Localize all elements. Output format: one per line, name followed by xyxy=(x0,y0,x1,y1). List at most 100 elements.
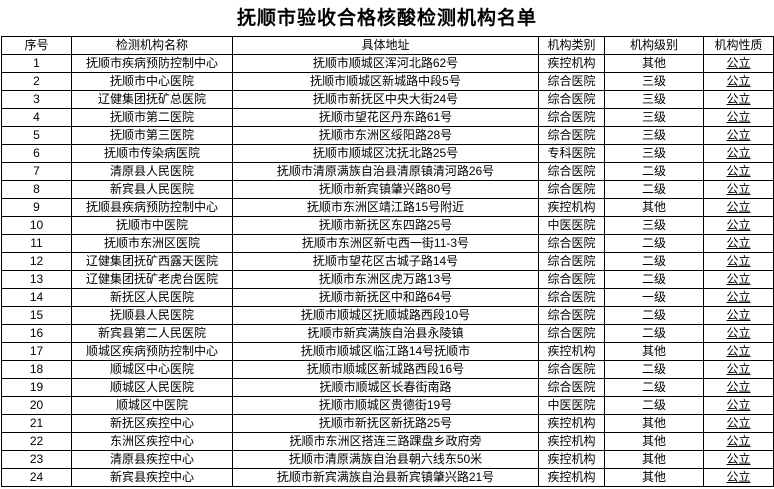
table-cell: 抚顺市望花区丹东路61号 xyxy=(232,108,539,127)
table-cell: 二级 xyxy=(604,234,704,253)
table-cell: 抚顺市第三医院 xyxy=(71,126,233,145)
table-cell: 综合医院 xyxy=(538,90,605,109)
table-cell: 公立 xyxy=(703,270,774,289)
table-cell: 三级 xyxy=(604,144,704,163)
column-header: 机构级别 xyxy=(604,36,704,55)
table-cell: 抚顺市东洲区靖江路15号附近 xyxy=(232,198,539,217)
table-row: 10 抚顺市中医院 抚顺市新抚区东四路25号 中医医院 三级 公立 xyxy=(1,216,774,235)
table-row: 18 顺城区中心医院 抚顺市顺城区新城路西段16号 综合医院 二级 公立 xyxy=(1,360,774,379)
table-cell: 公立 xyxy=(703,378,774,397)
table-cell: 2 xyxy=(1,72,72,91)
table-cell: 抚顺市新抚区东四路25号 xyxy=(232,216,539,235)
table-cell: 抚顺市东洲区绥阳路28号 xyxy=(232,126,539,145)
table-cell: 一级 xyxy=(604,288,704,307)
table-cell: 综合医院 xyxy=(538,252,605,271)
table-cell: 三级 xyxy=(604,126,704,145)
table-cell: 公立 xyxy=(703,162,774,181)
table-cell: 抚顺市清原满族自治县朝六线东50米 xyxy=(232,450,539,469)
table-row: 22 东洲区疾控中心 抚顺市东洲区搭连三路踝盘乡政府旁 疾控机构 其他 公立 xyxy=(1,432,774,451)
table-cell: 公立 xyxy=(703,360,774,379)
table-cell: 疾控机构 xyxy=(538,414,605,433)
table-cell: 公立 xyxy=(703,216,774,235)
table-cell: 12 xyxy=(1,252,72,271)
column-header: 序号 xyxy=(1,36,72,55)
table-row: 3 辽健集团抚矿总医院 抚顺市新抚区中央大街24号 综合医院 三级 公立 xyxy=(1,90,774,109)
table-cell: 抚顺市东洲区新屯西一街11-3号 xyxy=(232,234,539,253)
table-cell: 其他 xyxy=(604,450,704,469)
table-cell: 新抚区人民医院 xyxy=(71,288,233,307)
table-row: 1 抚顺市疾病预防控制中心 抚顺市顺城区浑河北路62号 疾控机构 其他 公立 xyxy=(1,54,774,73)
table-row: 13 辽健集团抚矿老虎台医院 抚顺市东洲区虎万路13号 综合医院 二级 公立 xyxy=(1,270,774,289)
table-cell: 公立 xyxy=(703,450,774,469)
table-cell: 辽健集团抚矿西露天医院 xyxy=(71,252,233,271)
table-cell: 18 xyxy=(1,360,72,379)
table-cell: 三级 xyxy=(604,216,704,235)
table-row: 19 顺城区人民医院 抚顺市顺城区长春街南路 综合医院 二级 公立 xyxy=(1,378,774,397)
table-cell: 顺城区中医院 xyxy=(71,396,233,415)
institutions-table: 序号 检测机构名称 具体地址 机构类别 机构级别 机构性质 1 抚顺市疾病预防控制中心 抚顺市… xyxy=(1,36,774,487)
table-cell: 二级 xyxy=(604,162,704,181)
table-cell: 22 xyxy=(1,432,72,451)
table-cell: 公立 xyxy=(703,108,774,127)
table-cell: 综合医院 xyxy=(538,180,605,199)
table-cell: 抚顺市第二医院 xyxy=(71,108,233,127)
table-cell: 20 xyxy=(1,396,72,415)
table-cell: 其他 xyxy=(604,342,704,361)
table-cell: 综合医院 xyxy=(538,324,605,343)
table-row: 6 抚顺市传染病医院 抚顺市顺城区沈抚北路25号 专科医院 三级 公立 xyxy=(1,144,774,163)
table-cell: 抚顺市东洲区搭连三路踝盘乡政府旁 xyxy=(232,432,539,451)
table-row: 7 清原县人民医院 抚顺市清原满族自治县清原镇清河路26号 综合医院 二级 公立 xyxy=(1,162,774,181)
table-cell: 其他 xyxy=(604,54,704,73)
table-row: 12 辽健集团抚矿西露天医院 抚顺市望花区古城子路14号 综合医院 二级 公立 xyxy=(1,252,774,271)
table-cell: 公立 xyxy=(703,396,774,415)
table-cell: 7 xyxy=(1,162,72,181)
column-header: 具体地址 xyxy=(232,36,539,55)
table-cell: 抚顺市疾病预防控制中心 xyxy=(71,54,233,73)
table-cell: 16 xyxy=(1,324,72,343)
table-row: 2 抚顺市中心医院 抚顺市顺城区新城路中段5号 综合医院 三级 公立 xyxy=(1,72,774,91)
table-cell: 综合医院 xyxy=(538,378,605,397)
table-cell: 清原县疾控中心 xyxy=(71,450,233,469)
table-cell: 5 xyxy=(1,126,72,145)
table-cell: 抚顺市顺城区临江路14号抚顺市 xyxy=(232,342,539,361)
table-cell: 顺城区中心医院 xyxy=(71,360,233,379)
table-cell: 综合医院 xyxy=(538,234,605,253)
table-cell: 其他 xyxy=(604,198,704,217)
table-cell: 抚顺市清原满族自治县清原镇清河路26号 xyxy=(232,162,539,181)
table-cell: 二级 xyxy=(604,180,704,199)
table-row: 8 新宾县人民医院 抚顺市新宾镇肇兴路80号 综合医院 二级 公立 xyxy=(1,180,774,199)
table-cell: 综合医院 xyxy=(538,288,605,307)
table-row: 23 清原县疾控中心 抚顺市清原满族自治县朝六线东50米 疾控机构 其他 公立 xyxy=(1,450,774,469)
table-cell: 21 xyxy=(1,414,72,433)
table-cell: 公立 xyxy=(703,234,774,253)
table-cell: 公立 xyxy=(703,90,774,109)
table-cell: 抚顺市顺城区沈抚北路25号 xyxy=(232,144,539,163)
table-cell: 1 xyxy=(1,54,72,73)
table-cell: 8 xyxy=(1,180,72,199)
table-cell: 14 xyxy=(1,288,72,307)
table-cell: 3 xyxy=(1,90,72,109)
table-row: 17 顺城区疾病预防控制中心 抚顺市顺城区临江路14号抚顺市 疾控机构 其他 公立 xyxy=(1,342,774,361)
table-row: 5 抚顺市第三医院 抚顺市东洲区绥阳路28号 综合医院 三级 公立 xyxy=(1,126,774,145)
table-cell: 新宾县疾控中心 xyxy=(71,468,233,487)
table-cell: 抚顺市新宾满族自治县永陵镇 xyxy=(232,324,539,343)
table-cell: 公立 xyxy=(703,198,774,217)
table-cell: 抚顺市中医院 xyxy=(71,216,233,235)
table-cell: 二级 xyxy=(604,360,704,379)
table-cell: 抚顺市新抚区新抚路25号 xyxy=(232,414,539,433)
table-cell: 抚顺市顺城区长春街南路 xyxy=(232,378,539,397)
table-cell: 二级 xyxy=(604,252,704,271)
table-row: 11 抚顺市东洲区医院 抚顺市东洲区新屯西一街11-3号 综合医院 二级 公立 xyxy=(1,234,774,253)
table-cell: 其他 xyxy=(604,432,704,451)
table-cell: 17 xyxy=(1,342,72,361)
table-cell: 顺城区疾病预防控制中心 xyxy=(71,342,233,361)
table-cell: 抚顺市顺城区贵德街19号 xyxy=(232,396,539,415)
table-cell: 抚顺市东洲区虎万路13号 xyxy=(232,270,539,289)
table-cell: 疾控机构 xyxy=(538,342,605,361)
table-cell: 公立 xyxy=(703,306,774,325)
table-cell: 综合医院 xyxy=(538,162,605,181)
table-cell: 23 xyxy=(1,450,72,469)
table-cell: 新抚区疾控中心 xyxy=(71,414,233,433)
table-cell: 公立 xyxy=(703,126,774,145)
